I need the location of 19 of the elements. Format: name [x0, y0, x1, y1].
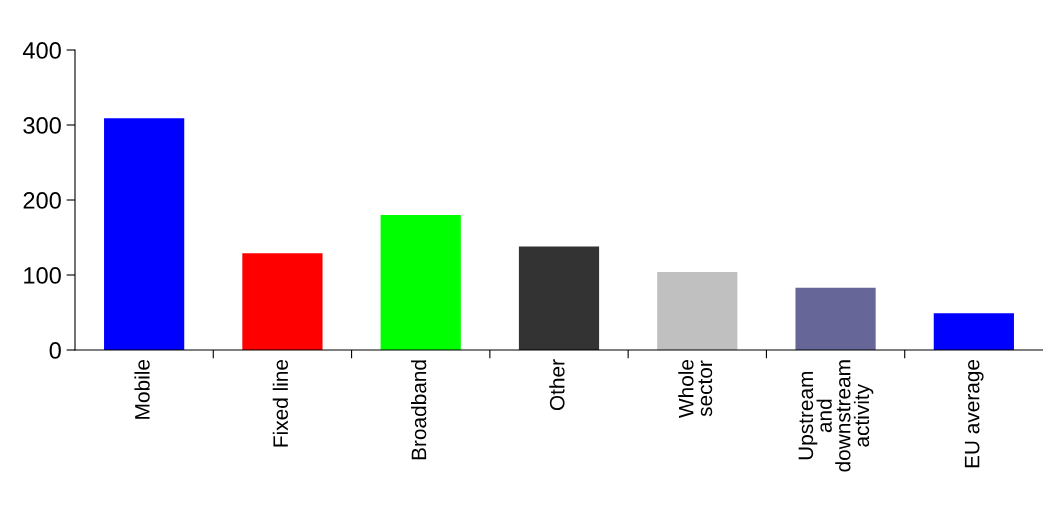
bar	[242, 253, 323, 350]
bar	[380, 215, 461, 350]
y-tick-label: 400	[22, 42, 61, 59]
y-tick-label: 300	[23, 117, 61, 134]
bar	[518, 246, 600, 350]
x-tick-label: Upstream and downstream activity	[798, 360, 874, 472]
y-tick-label: 200	[23, 192, 61, 209]
x-tick-label: Broadband	[411, 360, 427, 460]
x-tick-label: EU average	[964, 359, 984, 468]
x-tick-label: Fixed line	[272, 359, 289, 447]
bar	[933, 313, 1014, 350]
y-tick-label: 0	[49, 342, 61, 359]
bar	[657, 272, 738, 350]
x-tick-label: Whole sector	[678, 359, 713, 418]
bar	[795, 287, 876, 350]
x-tick-label: Other	[549, 359, 565, 411]
x-tick-label: Mobile	[134, 359, 150, 419]
bar	[104, 118, 185, 350]
y-tick-label: 100	[24, 267, 61, 284]
